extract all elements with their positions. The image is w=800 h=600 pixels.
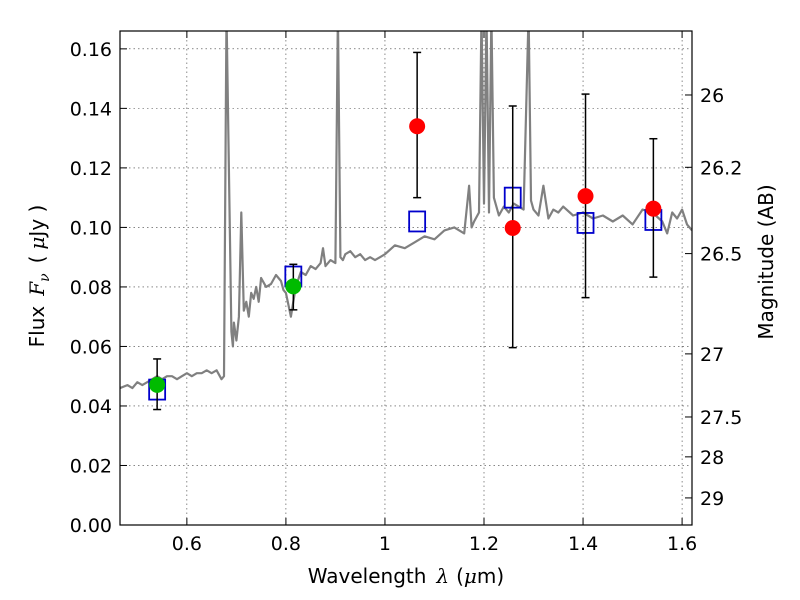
y2-tick-label: 29 bbox=[700, 488, 724, 510]
x-axis-unit-rest: m) bbox=[477, 564, 504, 588]
ticks: 0.6 0.8 1 1.2 1.4 1.6 0.00 0.02 0.04 0.06 0.08 0.10… bbox=[70, 31, 742, 555]
x-axis-unit-mu: μ bbox=[464, 564, 477, 588]
x-tick-label: 1.6 bbox=[667, 533, 697, 555]
data-point bbox=[409, 118, 426, 135]
y2-tick-label: 27.5 bbox=[700, 407, 742, 429]
y2-tick-label: 26.5 bbox=[700, 244, 742, 266]
x-tick-label: 1.2 bbox=[469, 533, 499, 555]
y-tick-label: 0.10 bbox=[70, 217, 112, 239]
data-point bbox=[149, 376, 166, 393]
y2-axis-title: Magnitude (AB) bbox=[754, 184, 778, 339]
data-point bbox=[645, 200, 662, 217]
plot-frame bbox=[119, 30, 693, 526]
y-axis-unit-mu: μ bbox=[25, 237, 49, 250]
x-axis-title-symbol: λ bbox=[435, 564, 449, 588]
y-tick-label: 0.06 bbox=[70, 336, 112, 358]
y-tick-label: 0.16 bbox=[70, 39, 112, 61]
x-tick-label: 0.6 bbox=[172, 533, 202, 555]
data-layer bbox=[120, 31, 692, 411]
y2-tick-label: 26 bbox=[700, 85, 724, 107]
x-tick-label: 0.8 bbox=[271, 533, 301, 555]
y2-tick-label: 26.2 bbox=[700, 157, 742, 179]
spectrum-line bbox=[120, 31, 692, 390]
data-point bbox=[577, 188, 594, 205]
x-axis-title: Wavelength λ (μm) bbox=[308, 564, 504, 588]
y2-tick-label: 27 bbox=[700, 344, 724, 366]
model-square-marker bbox=[408, 210, 427, 233]
y-axis-unit-rest: Jy ) bbox=[25, 205, 49, 239]
y-tick-label: 0.00 bbox=[70, 515, 112, 537]
y-axis-title-subscript: ν bbox=[37, 273, 53, 282]
y-tick-label: 0.12 bbox=[70, 158, 112, 180]
y-tick-label: 0.04 bbox=[70, 396, 112, 418]
y-axis-title-text: Flux bbox=[25, 306, 49, 348]
x-axis-unit-open: ( bbox=[456, 564, 464, 588]
y-tick-label: 0.02 bbox=[70, 455, 112, 477]
y-axis-title: Flux Fν ( μJy ) bbox=[25, 205, 53, 348]
y-tick-label: 0.14 bbox=[70, 98, 112, 120]
x-tick-label: 1.4 bbox=[568, 533, 598, 555]
x-tick-label: 1 bbox=[379, 533, 391, 555]
x-axis-title-text: Wavelength bbox=[308, 564, 427, 588]
y-tick-label: 0.08 bbox=[70, 277, 112, 299]
y2-tick-label: 28 bbox=[700, 447, 724, 469]
y-axis-title-symbol: F bbox=[25, 281, 49, 297]
y-axis-unit-open: ( bbox=[25, 256, 49, 264]
data-point bbox=[285, 278, 302, 295]
data-point bbox=[504, 220, 521, 237]
